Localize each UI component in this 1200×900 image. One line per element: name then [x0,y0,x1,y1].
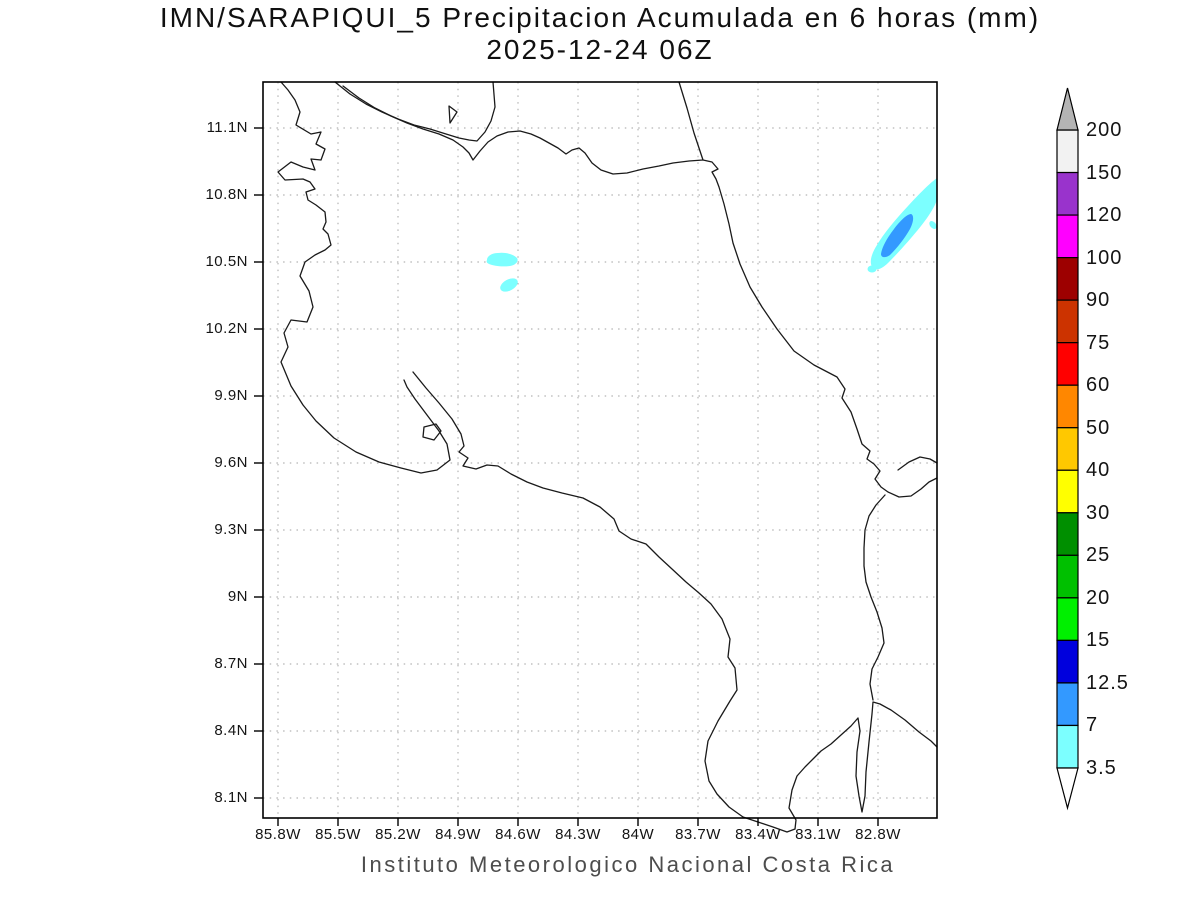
colorbar-level-label: 75 [1086,331,1111,354]
page-title: IMN/SARAPIQUI_5 Precipitacion Acumulada … [159,2,1041,33]
bocas-lagoon [897,456,938,471]
colorbar-level-label: 15 [1086,629,1111,652]
x-tick-label: 84.9W [435,826,481,843]
colorbar-level-label: 150 [1086,161,1123,184]
grid-lines [263,82,937,818]
central-blob-north [486,252,518,267]
footer-institution: Instituto Meteorologico Nacional Costa R… [360,852,896,877]
colorbar-level-label: 30 [1086,501,1111,524]
x-tick-label: 83.7W [675,826,721,843]
x-tick-label: 84.3W [555,826,601,843]
colorbar-level-label: 3.5 [1086,757,1117,779]
x-tick-label: 85.2W [375,826,421,843]
nicaragua-border [342,85,704,175]
colorbar-level-label: 60 [1086,374,1111,397]
y-tick-label: 10.2N [205,320,248,337]
over-range-arrow [1056,87,1079,131]
panama-border [863,494,886,701]
y-tick-label: 9.3N [214,521,248,538]
pacific-coast [277,81,451,474]
y-tick-label: 8.1N [214,789,248,806]
y-tick-label: 9.6N [214,454,248,471]
valid-time-subtitle: 2025-12-24 06Z [486,34,714,65]
x-tick-label: 85.8W [255,826,301,843]
y-tick-label: 9N [227,588,248,605]
x-tick-label: 83.4W [735,826,781,843]
colorbar-level-label: 120 [1086,204,1123,227]
x-tick-label: 85.5W [315,826,361,843]
caribbean-dot-b [929,221,937,229]
colorbar-level-label: 7 [1086,714,1099,737]
lake-nicaragua-shore [334,81,496,142]
y-tick-label: 8.4N [214,722,248,739]
y-tick-label: 10.5N [205,253,248,270]
caribbean-dot-a [867,265,877,273]
colorbar-level-label: 90 [1086,289,1111,312]
caribbean-band-core [881,214,914,258]
y-tick-label: 9.9N [214,387,248,404]
ometepe-island [448,105,458,124]
x-tick-label: 84.6W [495,826,541,843]
x-tick-label: 82.8W [855,826,901,843]
colorbar-level-label: 100 [1086,246,1123,269]
y-tick-label: 10.8N [205,186,248,203]
colorbar-level-label: 50 [1086,416,1111,439]
precipitation-shading [486,178,937,292]
colorbar-level-label: 200 [1086,119,1123,141]
caribbean-coast [678,81,938,498]
y-tick-label: 8.7N [214,655,248,672]
chira-island [422,423,442,441]
x-tick-label: 83.1W [795,826,841,843]
y-tick-label: 11.1N [206,119,248,136]
pacific-coast-south [412,371,938,833]
central-blob-south [500,278,518,292]
x-tick-label: 84W [621,826,655,843]
under-range-arrow [1056,767,1079,811]
axis-ticks [254,127,879,826]
colorbar-level-label: 12.5 [1086,671,1129,694]
coastline-costa-rica [277,81,938,833]
precip-colorbar [1056,87,1079,811]
colorbar-level-label: 20 [1086,586,1111,609]
colorbar-level-label: 40 [1086,459,1111,482]
map-frame [262,81,938,819]
colorbar-level-label: 25 [1086,544,1111,567]
